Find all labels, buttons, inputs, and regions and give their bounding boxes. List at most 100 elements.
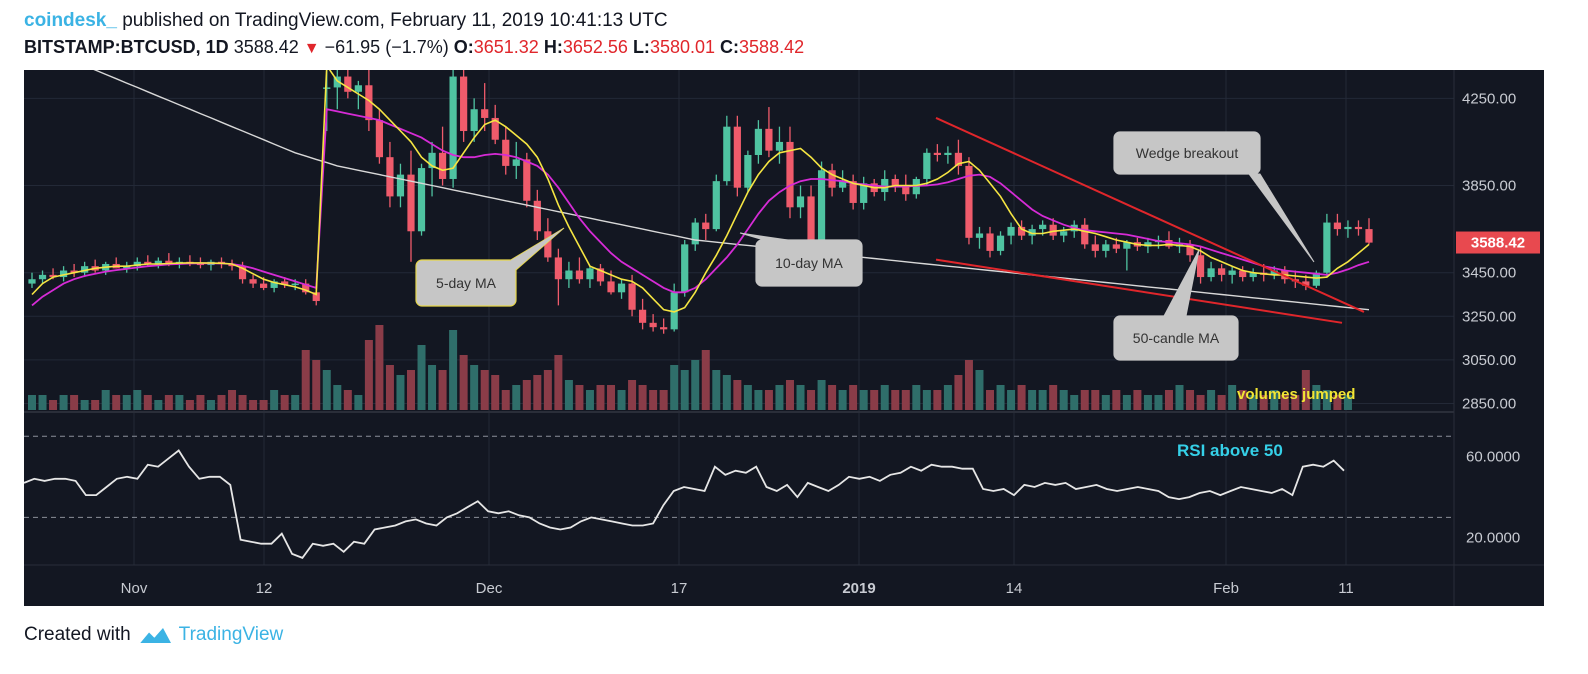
volume-bar xyxy=(670,365,679,410)
volume-bar xyxy=(1112,390,1121,410)
candle-body xyxy=(1333,222,1342,230)
volume-bar xyxy=(1207,390,1216,410)
volume-bar xyxy=(59,395,68,410)
volume-bar xyxy=(796,385,805,410)
candle-body xyxy=(807,196,815,240)
candle-body xyxy=(828,170,836,188)
candle-body xyxy=(428,152,436,169)
low-label: L: xyxy=(632,37,650,57)
volume-bar xyxy=(1133,390,1142,410)
volume-bar xyxy=(533,375,542,410)
volume-bar xyxy=(807,390,816,410)
candle-body xyxy=(965,165,973,238)
volume-bar xyxy=(175,395,184,410)
candle-body xyxy=(1028,229,1036,236)
candle-body xyxy=(249,279,257,284)
volume-bar xyxy=(712,370,721,410)
rsi-panel: RSI above 50 xyxy=(24,435,1454,559)
volume-bar xyxy=(649,390,658,410)
price-tick-label: 3250.00 xyxy=(1462,308,1516,325)
candle-body xyxy=(333,76,341,88)
volume-bar xyxy=(291,395,300,410)
candle-body xyxy=(860,183,868,203)
volume-bar xyxy=(617,390,626,410)
volume-bar xyxy=(91,400,100,410)
callout-5day-ma-pointer-fill xyxy=(495,228,564,270)
volume-bar xyxy=(70,395,79,410)
volume-bar xyxy=(838,390,847,410)
volume-bar xyxy=(322,370,331,410)
x-tick-label: 12 xyxy=(256,580,273,597)
candle-body xyxy=(1228,270,1236,275)
callout-wedge-breakout-box xyxy=(1113,131,1261,175)
volume-bar xyxy=(1059,390,1068,410)
volume-bar xyxy=(196,395,205,410)
price-chart[interactable]: RSI above 50 Nov 12 Dec 17 2019 14 Feb 11 4250.0… xyxy=(24,70,1544,606)
candle-body xyxy=(365,85,373,121)
volume-bar xyxy=(1312,385,1321,410)
volume-bar xyxy=(122,395,131,410)
candle-body xyxy=(733,126,741,188)
callout-5day-ma-text: 5-day MA xyxy=(436,275,497,291)
volumes-jumped-label: volumes jumped xyxy=(1237,386,1355,403)
candlesticks[interactable] xyxy=(28,70,1373,334)
volume-bar xyxy=(522,380,531,410)
candle-body xyxy=(1323,222,1331,273)
volume-bar xyxy=(954,375,963,410)
candle-body xyxy=(312,292,320,302)
candle-body xyxy=(1017,226,1026,236)
callout-50candle-ma-pointer-fill xyxy=(1165,250,1199,316)
volume-bar xyxy=(1196,395,1205,410)
candle-body xyxy=(59,270,68,278)
footer: Created with TradingView xyxy=(24,624,283,646)
volume-bar xyxy=(1259,395,1268,410)
volume-bar xyxy=(1291,395,1300,410)
volume-bar xyxy=(438,370,447,410)
symbol-line: BITSTAMP:BTCUSD, 1D 3588.42 ▼ −61.95 (−1… xyxy=(24,34,804,60)
candle-body xyxy=(902,185,910,195)
candle-body xyxy=(933,152,941,155)
callout-wedge-breakout-text: Wedge breakout xyxy=(1136,145,1239,161)
candle-body xyxy=(723,126,731,182)
down-arrow-icon: ▼ xyxy=(303,40,320,57)
candle-body xyxy=(691,222,699,245)
volume-bar xyxy=(154,400,163,410)
candle-body xyxy=(396,174,405,197)
volume-bar xyxy=(206,400,215,410)
candle-body xyxy=(260,283,268,288)
candle-body xyxy=(165,260,173,264)
close-value: 3588.42 xyxy=(739,37,805,57)
volume-bar xyxy=(259,400,268,410)
candle-body xyxy=(744,155,752,188)
volume-bar xyxy=(554,355,563,410)
high-label: H: xyxy=(543,37,563,57)
volume-bar xyxy=(501,390,510,410)
publisher-name[interactable]: coindesk_ xyxy=(24,10,117,31)
volume-bar xyxy=(859,390,868,410)
callout-5day-ma-box xyxy=(415,259,517,307)
candle-body xyxy=(491,117,499,140)
candle-body xyxy=(1165,240,1173,247)
volume-bar xyxy=(101,390,110,410)
candle-body xyxy=(1112,244,1120,249)
volume-bar xyxy=(1228,385,1237,410)
volume-bar xyxy=(638,385,647,410)
callout-10day-ma-pointer-fill xyxy=(740,233,787,240)
callout-50candle-ma-text: 50-candle MA xyxy=(1133,330,1220,346)
volume-bar xyxy=(1101,395,1110,410)
volume-bar xyxy=(691,360,700,410)
candle-body xyxy=(660,327,668,330)
close-label: C: xyxy=(720,37,740,57)
candle-body xyxy=(470,109,478,132)
candle-body xyxy=(554,257,562,280)
tradingview-brand[interactable]: TradingView xyxy=(178,624,284,645)
volume-bar xyxy=(1143,395,1152,410)
candle-body xyxy=(375,120,384,158)
candle-body xyxy=(1007,226,1015,236)
volume-bar xyxy=(870,390,879,410)
x-tick-label: 17 xyxy=(671,580,688,597)
candle-body xyxy=(354,85,362,92)
candle-body xyxy=(839,181,847,188)
volume-bar xyxy=(901,390,910,410)
volume-bar xyxy=(270,390,279,410)
